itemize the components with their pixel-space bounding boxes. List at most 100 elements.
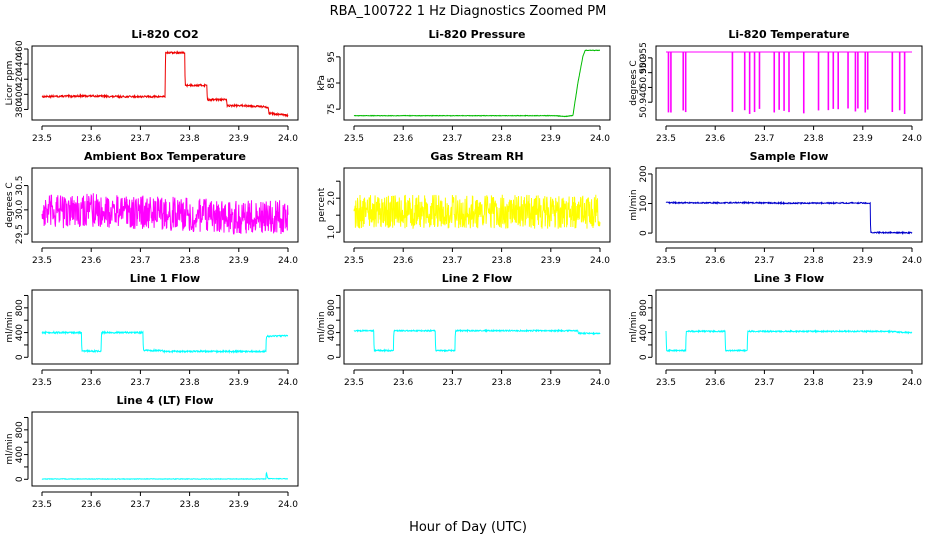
panel-5-frame bbox=[343, 167, 611, 243]
panel-5-xtick-label-0: 23.5 bbox=[344, 256, 364, 266]
panel-8-frame bbox=[343, 289, 611, 365]
panel-8-xtick-label-2: 23.7 bbox=[442, 378, 462, 388]
panel-1-ytick-label-2: 420 bbox=[15, 70, 25, 87]
panel-5-series bbox=[353, 194, 601, 229]
panel-6-xtick-label-4: 23.9 bbox=[853, 256, 873, 266]
panel-4-title: Ambient Box Temperature bbox=[84, 150, 246, 163]
panel-8-title: Line 2 Flow bbox=[442, 272, 512, 285]
panel-10-xtick-label-1: 23.6 bbox=[81, 500, 101, 510]
panel-7-ytick-label-0: 0 bbox=[15, 354, 25, 360]
panel-9: Line 3 Flow ml/min 23.5 23.6 23.7 23.8 23.9 24.… bbox=[629, 272, 923, 388]
panel-6-xtick-label-0: 23.5 bbox=[656, 256, 676, 266]
panel-10-xtick-label-2: 23.7 bbox=[130, 500, 150, 510]
panel-1-ytick-label-4: 460 bbox=[15, 40, 25, 57]
panel-2-ylabel: kPa bbox=[317, 75, 327, 91]
panel-9-ytick-label-2: 400 bbox=[639, 324, 649, 341]
panel-9-ytick-label-0: 0 bbox=[639, 354, 649, 360]
panel-1-title: Li-820 CO2 bbox=[131, 28, 198, 41]
panel-4-frame bbox=[31, 167, 299, 243]
panel-7: Line 1 Flow ml/min 23.5 23.6 23.7 23.8 23.9 24.… bbox=[5, 272, 299, 388]
panel-8-xtick-label-0: 23.5 bbox=[344, 378, 364, 388]
panel-6-xtick-label-5: 24.0 bbox=[902, 256, 922, 266]
panel-4-ytick-label-0: 29.5 bbox=[15, 224, 25, 244]
panel-2-xtick-label-2: 23.7 bbox=[442, 134, 462, 144]
panel-1-xtick-label-5: 24.0 bbox=[278, 134, 298, 144]
panel-1-xtick-label-0: 23.5 bbox=[32, 134, 52, 144]
panel-5-ytick-label-2: 2.0 bbox=[327, 191, 337, 206]
panel-1-ytick-label-3: 440 bbox=[15, 55, 25, 72]
panel-3-xtick-label-3: 23.8 bbox=[804, 134, 824, 144]
panel-7-series bbox=[41, 330, 289, 354]
panel-4-xtick-label-4: 23.9 bbox=[229, 256, 249, 266]
panel-1-series bbox=[41, 50, 289, 118]
panel-10-frame bbox=[31, 411, 299, 487]
panel-9-series bbox=[665, 329, 913, 353]
panel-9-xtick-label-4: 23.9 bbox=[853, 378, 873, 388]
panel-6-ytick-label-0: 0 bbox=[639, 230, 649, 236]
panel-8-ytick-label-4: 800 bbox=[327, 299, 337, 316]
panel-1-ylabel: Licor ppm bbox=[5, 61, 15, 106]
panel-10-xtick-label-4: 23.9 bbox=[229, 500, 249, 510]
panel-9-ylabel: ml/min bbox=[629, 311, 639, 342]
panel-3-xtick-label-0: 23.5 bbox=[656, 134, 676, 144]
panel-2-title: Li-820 Pressure bbox=[429, 28, 526, 41]
panels-group: Li-820 CO2 Licor ppm 23.5 23.6 23.7 23.8 23.9 2… bbox=[5, 28, 923, 510]
panel-1-xtick-label-1: 23.6 bbox=[81, 134, 101, 144]
panel-6-frame bbox=[655, 167, 923, 243]
panel-10-ytick-label-2: 400 bbox=[15, 446, 25, 463]
panel-7-frame bbox=[31, 289, 299, 365]
panel-9-title: Line 3 Flow bbox=[754, 272, 824, 285]
panel-3-xtick-label-2: 23.7 bbox=[754, 134, 774, 144]
panel-10: Line 4 (LT) Flow ml/min 23.5 23.6 23.7 23.8 23… bbox=[5, 394, 299, 510]
panel-5-xtick-label-1: 23.6 bbox=[393, 256, 413, 266]
panel-9-xtick-label-2: 23.7 bbox=[754, 378, 774, 388]
panel-1-ytick-label-0: 380 bbox=[15, 101, 25, 118]
panel-3-ytick-label-3: 50.955 bbox=[639, 42, 649, 74]
panel-8-xtick-label-3: 23.8 bbox=[492, 378, 512, 388]
panel-3-frame bbox=[655, 45, 923, 121]
panel-8-xtick-label-4: 23.9 bbox=[541, 378, 561, 388]
panel-5: Gas Stream RH percent 23.5 23.6 23.7 23.8 23.9… bbox=[317, 150, 611, 266]
panel-3-ylabel: degrees C bbox=[629, 60, 639, 105]
panel-10-ytick-label-0: 0 bbox=[15, 476, 25, 482]
panel-8-ytick-label-0: 0 bbox=[327, 354, 337, 360]
panel-9-xtick-label-0: 23.5 bbox=[656, 378, 676, 388]
panel-7-ytick-label-2: 400 bbox=[15, 324, 25, 341]
panel-10-xtick-label-0: 23.5 bbox=[32, 500, 52, 510]
panel-6-title: Sample Flow bbox=[750, 150, 829, 163]
panel-1-ytick-label-1: 400 bbox=[15, 85, 25, 102]
panel-9-xtick-label-3: 23.8 bbox=[804, 378, 824, 388]
panel-6-xtick-label-3: 23.8 bbox=[804, 256, 824, 266]
panel-7-xtick-label-2: 23.7 bbox=[130, 378, 150, 388]
panel-8-ylabel: ml/min bbox=[317, 311, 327, 342]
panel-10-ytick-label-4: 800 bbox=[15, 421, 25, 438]
panel-5-ytick-label-0: 1.0 bbox=[327, 225, 337, 240]
panel-2-ytick-label-0: 75 bbox=[327, 103, 337, 114]
panel-1-frame bbox=[31, 45, 299, 121]
panel-3-xtick-label-1: 23.6 bbox=[705, 134, 725, 144]
panel-10-series bbox=[41, 471, 288, 481]
x-axis-label: Hour of Day (UTC) bbox=[409, 520, 527, 535]
panel-2-xtick-label-0: 23.5 bbox=[344, 134, 364, 144]
panel-10-xtick-label-5: 24.0 bbox=[278, 500, 298, 510]
panel-4-ylabel: degrees C bbox=[5, 182, 15, 227]
panel-5-xtick-label-4: 23.9 bbox=[541, 256, 561, 266]
panel-5-ylabel: percent bbox=[317, 187, 327, 222]
panel-9-frame bbox=[655, 289, 923, 365]
panel-3-ytick-label-2: 50.950 bbox=[639, 57, 649, 89]
panel-6-ylabel: ml/min bbox=[629, 189, 639, 220]
panel-1-xtick-label-4: 23.9 bbox=[229, 134, 249, 144]
panel-5-title: Gas Stream RH bbox=[430, 150, 523, 163]
panel-5-xtick-label-5: 24.0 bbox=[590, 256, 610, 266]
panel-2-series bbox=[353, 49, 600, 118]
panel-4-xtick-label-2: 23.7 bbox=[130, 256, 150, 266]
panel-7-xtick-label-3: 23.8 bbox=[180, 378, 200, 388]
panel-4-ytick-label-2: 30.5 bbox=[15, 176, 25, 196]
panel-2-ytick-label-2: 95 bbox=[327, 51, 337, 62]
panel-10-title: Line 4 (LT) Flow bbox=[117, 394, 214, 407]
panel-4-xtick-label-0: 23.5 bbox=[32, 256, 52, 266]
panel-7-xtick-label-1: 23.6 bbox=[81, 378, 101, 388]
panel-3-ytick-label-0: 50.940 bbox=[639, 86, 649, 118]
panel-2-xtick-label-4: 23.9 bbox=[541, 134, 561, 144]
